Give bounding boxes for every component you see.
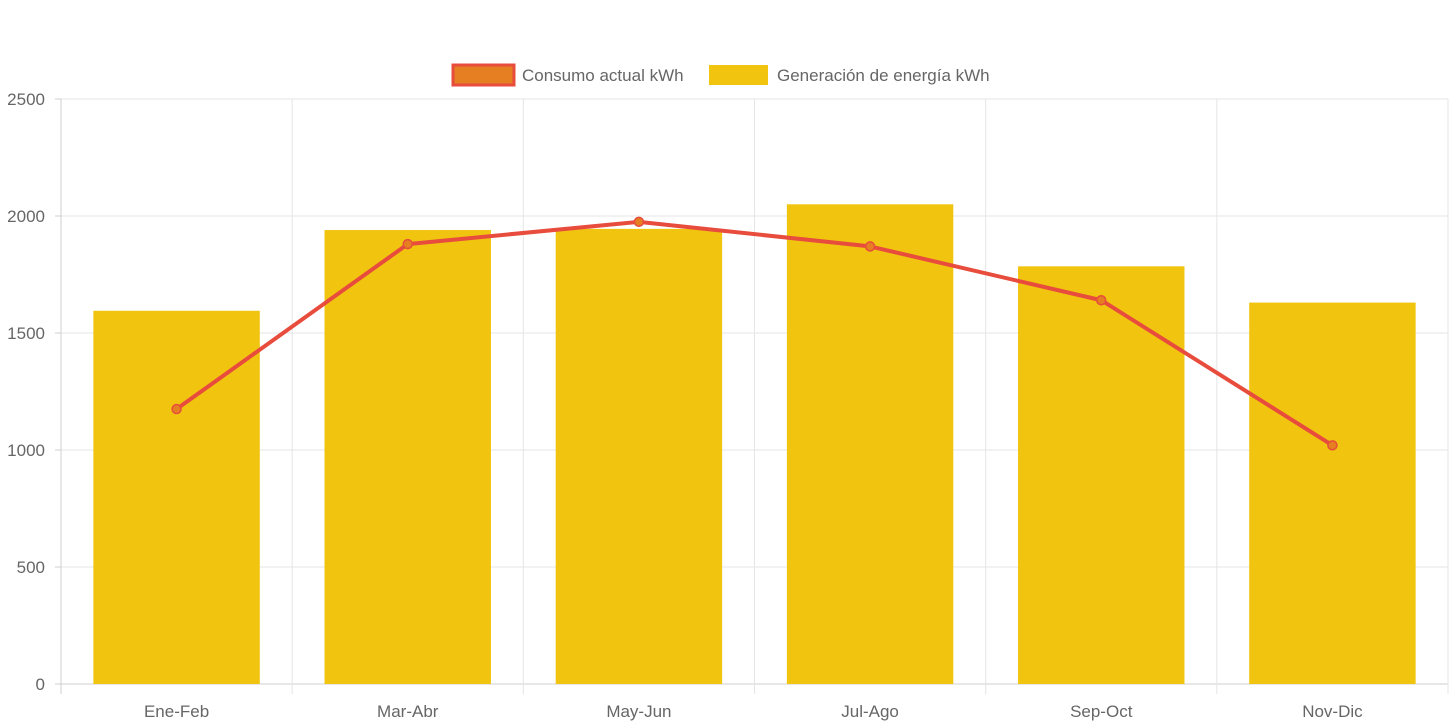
- bar-mar-abr[interactable]: [324, 230, 491, 685]
- line-point-may-jun[interactable]: [633, 216, 645, 228]
- bar-may-jun[interactable]: [555, 228, 723, 684]
- x-tick-label: Sep-Oct: [1070, 702, 1133, 721]
- line-point-sep-oct[interactable]: [1096, 294, 1107, 306]
- y-tick-label: 2500: [7, 90, 45, 109]
- line-layer: [171, 216, 1338, 451]
- line-point-mar-abr[interactable]: [402, 238, 413, 250]
- x-tick-label: Jul-Ago: [841, 702, 899, 721]
- bar-layer: [93, 204, 1416, 685]
- y-tick-label: 1000: [7, 441, 45, 460]
- axis-layer: 0 500 1000 1500 2000 2500 Ene-Feb Mar-Abr May-Ju…: [7, 90, 1363, 721]
- legend-item-generacion[interactable]: Generación de energía kWh: [709, 65, 990, 85]
- consumption-line: [175, 219, 1334, 448]
- bar-nov-dic[interactable]: [1249, 302, 1416, 684]
- y-tick-label: 2000: [7, 207, 45, 226]
- line-point-nov-dic[interactable]: [1327, 440, 1338, 451]
- legend-swatch-generacion: [709, 65, 768, 85]
- x-tick-label: Nov-Dic: [1302, 702, 1363, 721]
- grid-layer: [60, 98, 1449, 694]
- legend-label-consumo: Consumo actual kWh: [522, 66, 684, 85]
- legend: Consumo actual kWh Generación de energía …: [451, 63, 990, 87]
- legend-label-generacion: Generación de energía kWh: [777, 66, 990, 85]
- legend-swatch-consumo: [451, 63, 516, 87]
- bar-jul-ago[interactable]: [786, 204, 954, 685]
- y-tick-label: 0: [36, 675, 45, 694]
- y-tick-label: 1500: [7, 324, 45, 343]
- line-point-ene-feb[interactable]: [171, 403, 182, 415]
- x-tick-label: Ene-Feb: [144, 702, 209, 721]
- x-tick-label: May-Jun: [606, 702, 671, 721]
- legend-item-consumo[interactable]: Consumo actual kWh: [451, 63, 684, 87]
- y-tick-label: 500: [17, 558, 45, 577]
- bar-ene-feb[interactable]: [93, 310, 260, 684]
- bar-sep-oct[interactable]: [1018, 266, 1185, 684]
- x-tick-label: Mar-Abr: [377, 702, 439, 721]
- line-point-jul-ago[interactable]: [864, 241, 876, 252]
